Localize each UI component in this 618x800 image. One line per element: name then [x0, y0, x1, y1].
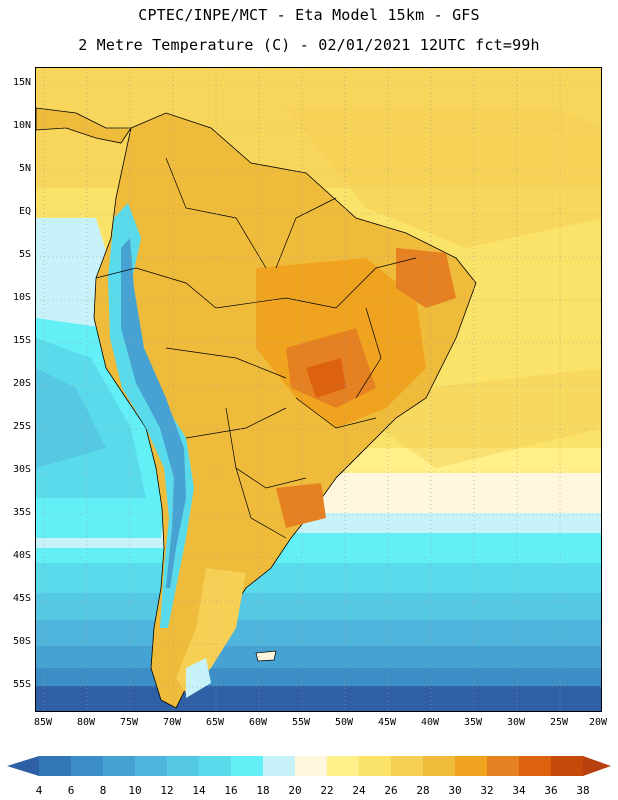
lat-label-10s: 10S [12, 292, 31, 303]
lon-label-25w: 25W [549, 717, 569, 728]
colorbar-label: 30 [448, 784, 462, 797]
colorbar-label: 28 [416, 784, 430, 797]
colorbar-swatch [551, 756, 583, 776]
lon-label-35w: 35W [463, 717, 483, 728]
colorbar-swatch [103, 756, 135, 776]
colorbar-swatch [71, 756, 103, 776]
colorbar-swatch [295, 756, 327, 776]
colorbar-swatch [391, 756, 423, 776]
lat-label-eq: EQ [18, 206, 31, 217]
lat-label-50s: 50S [12, 636, 31, 647]
lat-label-30s: 30S [12, 464, 31, 475]
colorbar-label: 4 [35, 784, 43, 797]
lat-label-40s: 40S [12, 550, 31, 561]
lat-label-10n: 10N [12, 120, 31, 131]
lat-label-55s: 55S [12, 679, 31, 690]
lon-label-80w: 80W [76, 717, 96, 728]
lat-label-35s: 35S [12, 507, 31, 518]
colorbar-swatch [359, 756, 391, 776]
lon-label-40w: 40W [420, 717, 440, 728]
colorbar-label: 38 [576, 784, 590, 797]
lat-label-15s: 15S [12, 335, 31, 346]
colorbar-swatch [263, 756, 295, 776]
temperature-map [35, 67, 602, 712]
colorbar-label: 26 [384, 784, 398, 797]
colorbar-arrow-low [7, 756, 39, 776]
lon-label-45w: 45W [377, 717, 397, 728]
colorbar-swatch [135, 756, 167, 776]
lon-label-50w: 50W [334, 717, 354, 728]
lon-label-70w: 70W [162, 717, 182, 728]
lon-label-30w: 30W [506, 717, 526, 728]
temperature-field [36, 68, 601, 711]
colorbar-swatch [423, 756, 455, 776]
colorbar-label: 22 [320, 784, 334, 797]
colorbar-label: 36 [544, 784, 558, 797]
colorbar-label: 32 [480, 784, 494, 797]
colorbar-label: 16 [224, 784, 238, 797]
chart-subtitle: 2 Metre Temperature (C) - 02/01/2021 12U… [78, 36, 540, 54]
colorbar [7, 756, 611, 776]
colorbar-label: 8 [99, 784, 107, 797]
colorbar-label: 24 [352, 784, 366, 797]
colorbar-label: 10 [128, 784, 142, 797]
colorbar-label: 12 [160, 784, 174, 797]
lat-label-20s: 20S [12, 378, 31, 389]
lon-label-55w: 55W [291, 717, 311, 728]
colorbar-swatch [167, 756, 199, 776]
lon-label-85w: 85W [33, 717, 53, 728]
lat-label-25s: 25S [12, 421, 31, 432]
lat-label-45s: 45S [12, 593, 31, 604]
colorbar-swatch [231, 756, 263, 776]
lon-label-60w: 60W [248, 717, 268, 728]
colorbar-label: 34 [512, 784, 526, 797]
colorbar-label: 14 [192, 784, 206, 797]
colorbar-swatch [199, 756, 231, 776]
colorbar-swatch [487, 756, 519, 776]
colorbar-swatch [39, 756, 71, 776]
lat-label-5n: 5N [18, 163, 31, 174]
lon-label-20w: 20W [588, 717, 608, 728]
chart-title: CPTEC/INPE/MCT - Eta Model 15km - GFS [138, 6, 480, 24]
lat-label-15n: 15N [12, 77, 31, 88]
colorbar-swatch [327, 756, 359, 776]
colorbar-arrow-high [583, 756, 611, 776]
lon-label-65w: 65W [205, 717, 225, 728]
lat-label-5s: 5S [18, 249, 31, 260]
colorbar-swatch [455, 756, 487, 776]
colorbar-label: 18 [256, 784, 270, 797]
colorbar-label: 20 [288, 784, 302, 797]
colorbar-label: 6 [67, 784, 75, 797]
lon-label-75w: 75W [119, 717, 139, 728]
colorbar-swatch [519, 756, 551, 776]
